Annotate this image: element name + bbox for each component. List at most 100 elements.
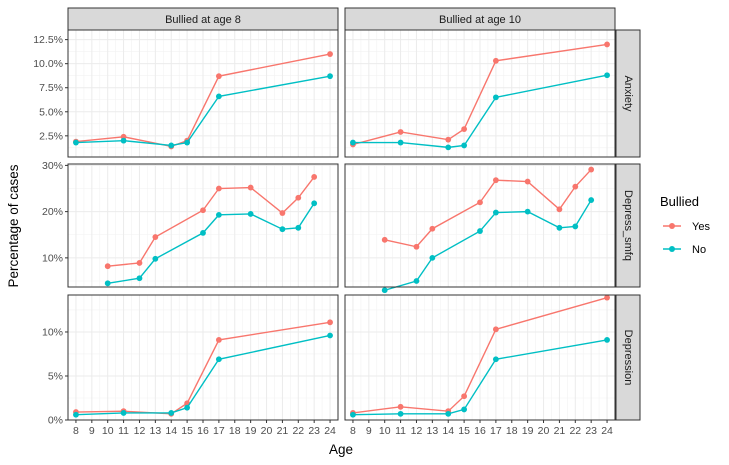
strip-bullied-at-age-8: Bullied at age 8 [67,7,339,31]
data-point-no [279,226,286,233]
panel-anxiety-bullied-at-age-8: 2.5% 5.0% 7.5% 10.0% 12.5% [33,29,339,158]
x-axis-title: Age [329,442,353,457]
x-tick-label: 17 [213,425,225,437]
strip-label: Bullied at age 8 [165,14,241,26]
series-line-yes [352,43,608,146]
data-point-yes [397,129,404,135]
strip-label: Anxiety [622,75,634,112]
data-point-no [461,142,468,149]
strip-background [344,7,616,31]
y-tick-label: 10% [42,252,63,264]
data-point-no [350,139,356,146]
data-point-no [104,280,111,287]
data-point-yes [247,184,254,191]
series-line-yes [75,321,331,415]
data-point-yes [524,178,531,185]
strip-background [615,29,641,158]
x-tick-label: 19 [522,425,534,437]
data-point-yes [152,234,159,240]
x-tick-label: 10 [102,425,114,437]
x-tick-label: 24 [601,425,613,437]
legend: Bullied Yes No [660,194,710,256]
x-tick-label: 23 [308,425,320,437]
data-point-no [350,411,356,418]
y-tick-label: 30% [42,160,63,172]
data-point-yes [295,194,302,201]
data-point-no [397,139,404,146]
x-tick-label: 11 [395,425,406,437]
legend-entry-no: No [663,244,706,256]
data-point-yes [215,73,222,80]
data-point-yes [461,393,468,400]
x-tick-label: 20 [538,425,550,437]
data-point-yes [397,403,404,410]
data-point-yes [327,51,333,57]
x-tick-label: 23 [585,425,597,437]
legend-entries: Yes No [663,221,710,256]
data-point-no [120,137,127,144]
series-line-no [352,74,608,149]
data-point-no [184,139,191,146]
strip-depress-smfq: Depress_smfq [615,163,641,288]
data-point-yes [104,263,111,270]
data-point-yes [492,326,499,333]
panels-layer: 2.5% 5.0% 7.5% 10.0% 12.5% Bullied at age 8 Bu… [33,7,641,437]
panel-depression-bullied-at-age-8: 0% 5% 10% 8 9 10 11 12 13 14 15 16 17 18 19 20 21 22 23 24 [42,294,339,437]
legend-label: Yes [692,221,710,233]
x-tick-label: 15 [181,425,193,437]
x-tick-label: 12 [134,425,146,437]
data-point-no [295,224,302,231]
data-point-no [168,410,175,416]
data-point-yes [477,199,483,206]
data-point-no [429,254,436,261]
panel-depress-smfq-bullied-at-age-8: 10% 20% 30% [42,160,339,288]
data-point-yes [279,210,286,216]
data-point-no [215,93,222,100]
legend-key-point [669,246,675,252]
y-tick-label: 12.5% [33,34,63,46]
data-point-no [327,73,333,80]
series-line-no [75,75,331,147]
x-tick-label: 24 [324,425,336,437]
data-point-yes [604,41,610,48]
strip-bullied-at-age-10: Bullied at age 10 [344,7,616,31]
y-tick-label: 0% [48,415,63,427]
data-point-no [215,356,222,363]
x-tick-label: 21 [554,425,566,437]
data-point-no [381,287,388,294]
data-point-yes [492,177,499,184]
x-tick-label: 22 [292,425,304,437]
data-point-no [327,332,333,339]
legend-label: No [692,244,706,256]
data-point-yes [492,57,499,64]
data-point-yes [572,183,579,190]
legend-key-point [669,223,675,229]
data-point-yes [556,206,563,213]
x-tick-label: 13 [150,425,162,437]
y-tick-label: 10% [42,326,63,338]
y-tick-label: 10.0% [33,58,63,70]
series-line-no [75,334,331,416]
data-point-no [200,229,206,236]
data-point-no [588,197,595,203]
x-tick-label: 16 [197,425,209,437]
data-point-no [604,336,610,343]
data-point-no [492,94,499,101]
data-point-yes [311,174,318,180]
data-point-no [492,356,499,363]
strip-label: Depress_smfq [622,190,634,261]
data-point-no [311,200,318,207]
series-line-no [352,339,608,416]
data-point-yes [136,260,143,266]
data-point-yes [588,166,595,173]
y-tick-label: 5% [48,370,63,382]
data-point-no [524,208,531,215]
data-point-no [397,410,404,417]
y-tick-label: 5.0% [39,106,63,118]
x-tick-label: 8 [350,425,356,437]
legend-title: Bullied [660,194,699,209]
data-point-no [445,144,452,151]
data-point-no [168,142,175,149]
data-point-no [136,275,143,282]
